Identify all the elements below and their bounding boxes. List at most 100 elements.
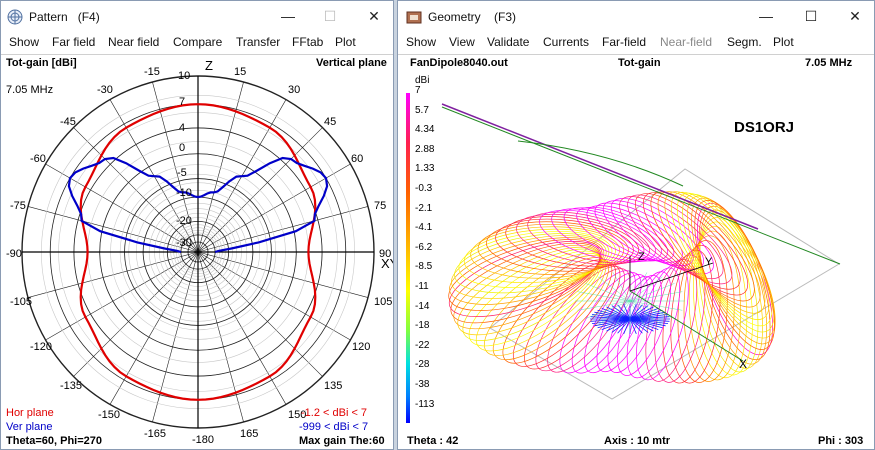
- angle-label-165: 165: [240, 428, 259, 440]
- lobe-ring: [454, 233, 610, 294]
- menu-plot[interactable]: Plot: [773, 35, 794, 49]
- menu-near-field[interactable]: Near-field: [660, 35, 713, 49]
- menu-segm[interactable]: Segm.: [727, 35, 762, 49]
- colorbar: [406, 93, 410, 423]
- lobe-ring: [670, 244, 721, 384]
- lobe-core-spoke: [594, 311, 631, 320]
- menu-plot[interactable]: Plot: [335, 35, 356, 49]
- lobe-ring: [448, 241, 602, 317]
- angle-label-m150: -150: [98, 409, 121, 421]
- lobe-ring: [451, 235, 607, 299]
- lobe-ring: [470, 226, 620, 279]
- angle-label-120: 120: [352, 341, 371, 353]
- lobe-ring: [694, 200, 775, 350]
- colorbar-tick: -18: [415, 320, 430, 332]
- antenna-wires: [441, 103, 841, 362]
- lobe-core-spoke: [606, 318, 631, 332]
- lobe-ring: [448, 239, 603, 311]
- status-axis: Axis : 10 mtr: [604, 435, 671, 447]
- colorbar-tick: -4.1: [415, 222, 433, 234]
- lobe-ring: [670, 191, 770, 320]
- colorbar-tick: 1.33: [415, 163, 435, 175]
- lobe-mid-spoke: [597, 300, 631, 326]
- series-ver-plane: [67, 156, 329, 254]
- y-axis-line: [629, 262, 714, 292]
- angle-label-15: 15: [234, 66, 247, 78]
- pattern-title-shortcut: (F4): [77, 10, 100, 24]
- angle-label-105: 105: [374, 296, 393, 308]
- polar-spoke: [197, 206, 369, 253]
- angle-label-m105: -105: [10, 296, 33, 308]
- close-icon[interactable]: ✕: [368, 8, 380, 24]
- polar-spoke: [197, 251, 369, 298]
- lobe-ring: [516, 213, 645, 265]
- geometry-app-icon: [406, 11, 422, 24]
- series-hor-plane: [79, 103, 317, 401]
- menu-compare[interactable]: Compare: [173, 35, 223, 49]
- gain-label-4: 4: [179, 122, 186, 134]
- lobe-core-spoke: [629, 318, 654, 332]
- menu-near-field[interactable]: Near field: [108, 35, 160, 49]
- gain-label-10: 10: [178, 70, 191, 82]
- lobe-ring: [492, 257, 609, 361]
- menu-show[interactable]: Show: [406, 35, 437, 49]
- gain-label-m30: -30: [176, 237, 192, 249]
- antenna-wire: [441, 106, 841, 265]
- menu-validate[interactable]: Validate: [487, 35, 530, 49]
- gain-label-m20: -20: [176, 215, 192, 227]
- menu-far-field[interactable]: Far-field: [602, 35, 647, 49]
- pattern-titlebar[interactable]: Pattern (F4) — ☐ ✕: [1, 1, 393, 32]
- lobe-ring: [559, 270, 636, 374]
- minimize-icon[interactable]: —: [759, 8, 773, 24]
- lobe-core-spoke: [629, 318, 666, 327]
- legend-ver-range: -999 < dBi < 7: [299, 421, 369, 433]
- colorbar-tick: -22: [415, 339, 430, 351]
- frequency-label: 7.05 MHz: [805, 57, 853, 69]
- lobe-ring: [584, 274, 648, 374]
- colorbar-tick: -8.5: [415, 261, 433, 273]
- angle-label-45: 45: [324, 116, 337, 128]
- y-axis-marker: Y: [705, 256, 713, 268]
- colorbar-tick: -11: [415, 281, 429, 292]
- status-theta-phi: Theta=60, Phi=270: [6, 435, 102, 447]
- lobe-mid-spoke: [585, 300, 631, 319]
- menu-transfer[interactable]: Transfer: [236, 35, 281, 49]
- minimize-icon[interactable]: —: [281, 8, 295, 24]
- lobe-ring: [458, 231, 613, 288]
- lobe-ring: [547, 268, 631, 373]
- polar-spoke: [73, 251, 199, 377]
- polar-plot[interactable]: [1, 1, 394, 450]
- plane-label: Vertical plane: [316, 57, 387, 69]
- lobe-ring: [654, 254, 706, 383]
- lobe-core-spoke: [629, 318, 649, 333]
- lobe-ring: [486, 221, 629, 272]
- maximize-icon[interactable]: ☐: [323, 8, 337, 24]
- lobe-ring: [696, 221, 753, 376]
- menu-fftab[interactable]: FFtab: [292, 35, 324, 49]
- angle-label-75: 75: [374, 200, 387, 212]
- colorbar-tick: 2.88: [415, 143, 435, 155]
- geometry-3d-view[interactable]: [398, 1, 875, 450]
- status-phi: Phi : 303: [818, 435, 864, 447]
- close-icon[interactable]: ✕: [849, 8, 861, 24]
- menu-view[interactable]: View: [449, 35, 475, 49]
- colorbar-tick: 5.7: [415, 104, 429, 116]
- lobe-mid-spoke: [612, 272, 631, 302]
- pattern-window: Pattern (F4) — ☐ ✕ Show Far field Near f…: [0, 0, 394, 450]
- xy-axis-label: XY: [381, 256, 393, 271]
- polar-spoke: [27, 206, 199, 253]
- maximize-icon[interactable]: ☐: [804, 8, 818, 24]
- polar-spoke: [109, 251, 199, 405]
- lobe-mid-spoke: [585, 283, 631, 302]
- lobe-ring: [682, 193, 775, 333]
- frequency-label: 7.05 MHz: [6, 84, 54, 96]
- status-max-gain: Max gain The:60: [299, 435, 385, 447]
- colorbar-tick: 7: [415, 85, 421, 96]
- menu-show[interactable]: Show: [9, 35, 40, 49]
- quantity-label: Tot-gain: [618, 57, 661, 69]
- polar-spoke: [197, 127, 323, 253]
- menu-far-field[interactable]: Far field: [52, 35, 96, 49]
- lobe-ring: [505, 216, 640, 267]
- menu-currents[interactable]: Currents: [543, 35, 590, 49]
- geometry-titlebar[interactable]: Geometry (F3) — ☐ ✕: [398, 1, 874, 32]
